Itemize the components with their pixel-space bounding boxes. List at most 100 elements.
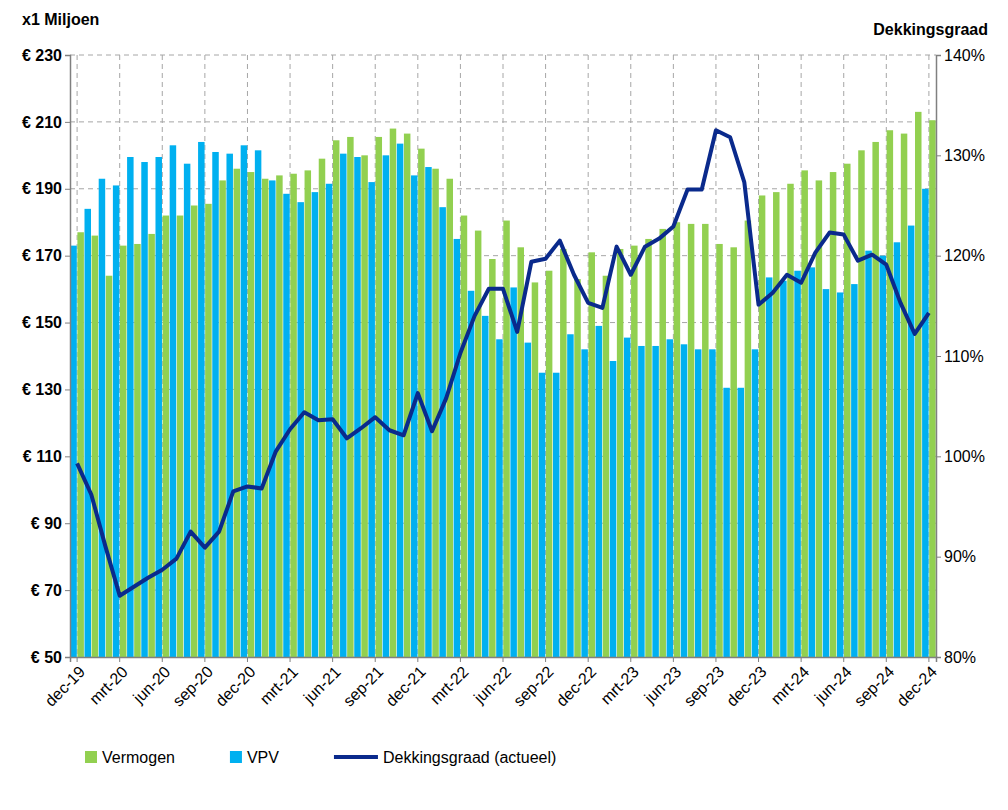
tick-mark — [65, 456, 70, 457]
bar — [290, 174, 296, 657]
axis-line — [71, 658, 937, 663]
tick-mark — [843, 657, 844, 662]
tick-label: mrt-23 — [597, 663, 642, 708]
tick-label: € 210 — [22, 114, 62, 131]
bar-series — [70, 142, 928, 657]
bar — [617, 249, 623, 657]
tick: mrt-22 — [427, 657, 472, 708]
bar — [276, 175, 282, 657]
tick-mark — [936, 356, 941, 357]
tick: € 50 — [31, 649, 70, 666]
bar — [255, 150, 261, 657]
bar — [205, 204, 211, 657]
bar — [148, 234, 154, 657]
tick-mark — [65, 256, 70, 257]
tick: dec-20 — [212, 657, 259, 710]
bar — [695, 349, 701, 657]
tick: € 110 — [23, 448, 70, 465]
bar — [581, 349, 587, 657]
bar — [383, 155, 389, 657]
tick: 120% — [936, 247, 985, 264]
chart: € 50€ 70€ 90€ 110€ 130€ 150€ 170€ 190€ 2… — [0, 0, 1008, 810]
tick: € 170 — [22, 247, 70, 264]
bar — [603, 276, 609, 657]
bar — [588, 252, 594, 657]
tick-mark — [332, 657, 333, 662]
tick: 100% — [936, 448, 985, 465]
bar — [745, 221, 751, 657]
bar — [546, 271, 552, 657]
bar — [553, 373, 559, 657]
tick: 140% — [936, 47, 985, 64]
tick-mark — [204, 657, 205, 662]
line — [77, 130, 929, 596]
tick-mark — [162, 657, 163, 662]
bar — [503, 221, 509, 657]
legend-swatch — [85, 751, 97, 763]
bar — [155, 157, 161, 657]
legend-label: VPV — [247, 749, 279, 766]
bar — [858, 150, 864, 657]
legend-swatch — [230, 751, 242, 763]
bar — [624, 338, 630, 657]
bar — [525, 343, 531, 657]
tick-label: 90% — [944, 548, 976, 565]
tick-label: mrt-21 — [257, 663, 302, 708]
y-axis: € 50€ 70€ 90€ 110€ 130€ 150€ 170€ 190€ 2… — [22, 47, 71, 666]
axis-line — [65, 56, 71, 658]
tick-mark — [936, 55, 941, 56]
bar — [198, 142, 204, 657]
bar — [269, 180, 275, 657]
tick-label: sep-23 — [681, 663, 728, 710]
tick-label: dec-24 — [893, 663, 940, 710]
bar — [262, 179, 268, 657]
tick-mark — [936, 456, 941, 457]
tick-mark — [65, 523, 70, 524]
bar — [134, 244, 140, 657]
bar — [461, 216, 467, 657]
tick: mrt-20 — [86, 657, 131, 708]
tick-label: sep-21 — [340, 663, 387, 710]
bar — [887, 130, 893, 657]
y2-axis: 80%90%100%110%120%130%140% — [936, 47, 985, 666]
tick-label: sep-20 — [169, 663, 216, 710]
tick-label: € 190 — [22, 180, 62, 197]
bar — [631, 246, 637, 657]
bar — [922, 189, 928, 657]
bar — [539, 373, 545, 657]
tick-mark — [936, 155, 941, 156]
bar — [667, 339, 673, 657]
bar — [837, 292, 843, 657]
bar — [610, 361, 616, 657]
bar — [191, 206, 197, 658]
bar — [475, 231, 481, 657]
tick: sep-20 — [169, 657, 216, 710]
tick-label: dec-22 — [553, 663, 600, 710]
legend-label: Dekkingsgraad (actueel) — [383, 749, 556, 766]
bar — [659, 229, 665, 657]
tick: € 150 — [22, 314, 70, 331]
tick: dec-21 — [382, 657, 429, 710]
bar — [219, 180, 225, 657]
legend: VermogenVPVDekkingsgraad (actueel) — [85, 749, 556, 766]
tick: dec-22 — [553, 657, 600, 710]
tick-mark — [588, 657, 589, 662]
tick-label: jun-20 — [129, 663, 173, 707]
bar — [780, 281, 786, 657]
tick: € 230 — [22, 47, 70, 64]
bar — [908, 226, 914, 657]
bar — [723, 388, 729, 657]
bar — [794, 271, 800, 657]
bar — [77, 232, 83, 657]
bar — [234, 169, 240, 657]
tick: dec-19 — [42, 657, 89, 710]
tick-label: jun-22 — [470, 663, 514, 707]
tick: sep-24 — [851, 657, 898, 710]
tick-mark — [65, 189, 70, 190]
bar — [738, 388, 744, 657]
tick-mark — [928, 657, 929, 662]
tick-mark — [460, 657, 461, 662]
bar — [709, 349, 715, 657]
tick-mark — [65, 590, 70, 591]
bar — [596, 326, 602, 657]
